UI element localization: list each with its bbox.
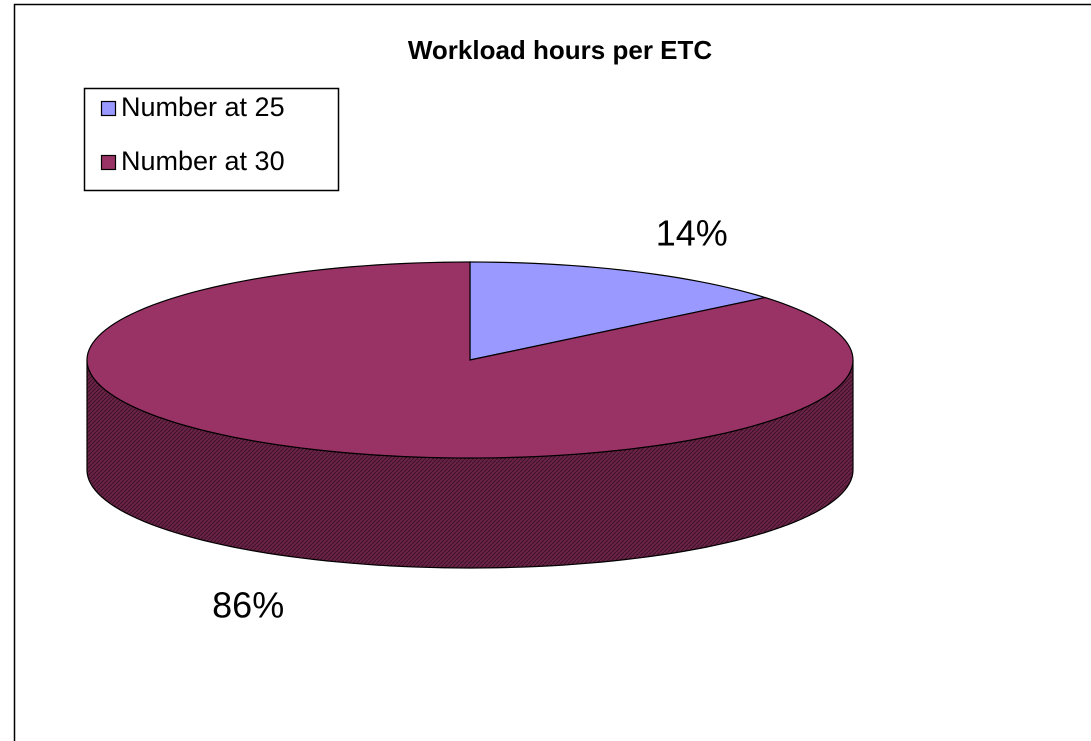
chart-title: Workload hours per ETC	[408, 35, 713, 65]
data-label: 86%	[212, 585, 284, 626]
data-label: 14%	[656, 212, 728, 253]
legend	[83, 87, 340, 192]
legend-items: Number at 25 Number at 30	[100, 92, 285, 176]
pie-slice	[86, 261, 854, 459]
legend-swatch	[100, 100, 117, 117]
legend-label: Number at 30	[121, 146, 285, 176]
legend-swatch	[100, 154, 117, 171]
legend-label: Number at 25	[121, 92, 285, 122]
pie: 14% 86%	[86, 212, 854, 626]
pie-slice	[469, 261, 766, 361]
